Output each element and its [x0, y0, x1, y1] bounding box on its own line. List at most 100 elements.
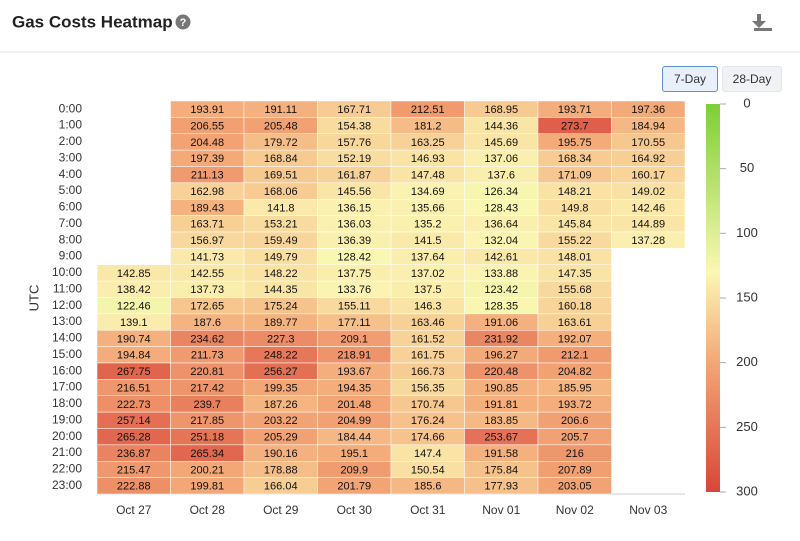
cell-label: 199.35 [264, 382, 298, 394]
cell-label: 156.35 [411, 382, 445, 394]
cell-label: 163.25 [411, 137, 445, 149]
x-tick-label: Oct 29 [263, 503, 299, 517]
cell-label: 201.79 [337, 481, 371, 493]
cell-label: 137.6 [487, 170, 515, 182]
cell-label: 166.04 [264, 481, 298, 493]
cell-label: 199.81 [190, 481, 224, 493]
y-tick-label: 15:00 [52, 347, 82, 361]
download-icon[interactable] [752, 14, 772, 31]
cell-label: 123.42 [484, 284, 518, 296]
cell-label: 137.73 [190, 284, 224, 296]
y-tick-label: 20:00 [52, 429, 82, 443]
y-axis-label: UTC [26, 285, 41, 312]
x-tick-label: Nov 01 [482, 503, 520, 517]
cell-label: 212.1 [561, 350, 589, 362]
y-tick-label: 5:00 [59, 183, 83, 197]
cell-label: 142.61 [484, 251, 518, 263]
cell-label: 248.22 [264, 350, 298, 362]
y-tick-label: 4:00 [59, 167, 83, 181]
cell-label: 178.88 [264, 464, 298, 476]
cell-label: 205.29 [264, 432, 298, 444]
cell-label: 128.43 [484, 202, 518, 214]
cell-label: 191.11 [264, 104, 297, 116]
y-tick-label: 12:00 [52, 298, 82, 312]
cell-label: 155.22 [558, 235, 592, 247]
cell-label: 167.71 [337, 104, 371, 116]
range-button[interactable]: 7-Day [662, 66, 718, 92]
cell-label: 161.52 [411, 333, 445, 345]
cell-label: 137.06 [484, 153, 518, 165]
cell-label: 160.18 [558, 301, 592, 313]
y-tick-label: 9:00 [59, 249, 83, 263]
cell-label: 137.02 [411, 268, 445, 280]
cell-label: 253.67 [484, 432, 518, 444]
cell-label: 187.26 [264, 399, 298, 411]
colorbar [706, 104, 720, 492]
y-tick-label: 14:00 [52, 331, 82, 345]
cell-label: 273.7 [561, 120, 589, 132]
cell-label: 181.2 [414, 120, 442, 132]
y-tick-label: 22:00 [52, 462, 82, 476]
colorbar-tick-label: 50 [740, 160, 754, 175]
cell-label: 194.84 [117, 350, 151, 362]
cell-label: 177.11 [338, 317, 371, 329]
cell-label: 203.05 [558, 481, 592, 493]
cell-label: 152.19 [337, 153, 371, 165]
help-icon[interactable] [175, 14, 191, 30]
cell-label: 190.74 [117, 333, 151, 345]
cell-label: 193.67 [337, 366, 371, 378]
cell-label: 191.58 [484, 448, 518, 460]
cell-label: 193.91 [190, 104, 224, 116]
cell-label: 148.21 [558, 186, 592, 198]
cell-label: 136.03 [337, 219, 371, 231]
cell-label: 128.42 [337, 251, 371, 263]
cell-label: 234.62 [190, 333, 224, 345]
cell-label: 144.36 [484, 120, 518, 132]
y-tick-label: 7:00 [59, 216, 83, 230]
cell-label: 227.3 [267, 333, 295, 345]
cell-label: 206.55 [190, 120, 224, 132]
range-button[interactable]: 28-Day [722, 66, 782, 92]
cell-label: 122.46 [117, 301, 151, 313]
cell-label: 197.39 [190, 153, 224, 165]
cell-label: 164.92 [631, 153, 665, 165]
colorbar-tick-label: 300 [736, 483, 758, 498]
cell-label: 141.73 [190, 251, 224, 263]
y-tick-label: 18:00 [52, 396, 82, 410]
cell-label: 168.34 [558, 153, 592, 165]
cell-label: 137.75 [337, 268, 371, 280]
y-tick-label: 8:00 [59, 232, 83, 246]
cell-label: 150.54 [411, 464, 445, 476]
cell-label: 126.34 [484, 186, 518, 198]
cell-label: 157.76 [337, 137, 371, 149]
x-tick-label: Nov 02 [556, 503, 594, 517]
cell-label: 217.42 [190, 382, 224, 394]
cell-label: 195.75 [558, 137, 592, 149]
cell-label: 142.85 [117, 268, 151, 280]
cell-label: 193.72 [558, 399, 592, 411]
y-tick-label: 19:00 [52, 412, 82, 426]
y-tick-label: 3:00 [59, 150, 83, 164]
cell-label: 155.11 [338, 301, 371, 313]
cell-label: 168.06 [264, 186, 298, 198]
x-tick-label: Oct 30 [337, 503, 373, 517]
cell-label: 149.79 [264, 251, 298, 263]
cell-label: 190.16 [264, 448, 298, 460]
cell-label: 141.8 [267, 202, 295, 214]
cell-label: 142.55 [190, 268, 224, 280]
heat-cell [537, 477, 612, 495]
cell-label: 147.48 [411, 170, 445, 182]
cell-label: 136.39 [337, 235, 371, 247]
cell-label: 175.24 [264, 301, 298, 313]
cell-label: 170.74 [411, 399, 445, 411]
cell-label: 149.8 [561, 202, 589, 214]
cell-label: 222.73 [117, 399, 151, 411]
y-tick-label: 23:00 [52, 478, 82, 492]
cell-label: 183.85 [484, 415, 518, 427]
cell-label: 145.69 [484, 137, 518, 149]
cell-label: 148.01 [558, 251, 592, 263]
cell-label: 132.04 [484, 235, 518, 247]
y-tick-label: 6:00 [59, 200, 83, 214]
cell-label: 220.81 [190, 366, 224, 378]
